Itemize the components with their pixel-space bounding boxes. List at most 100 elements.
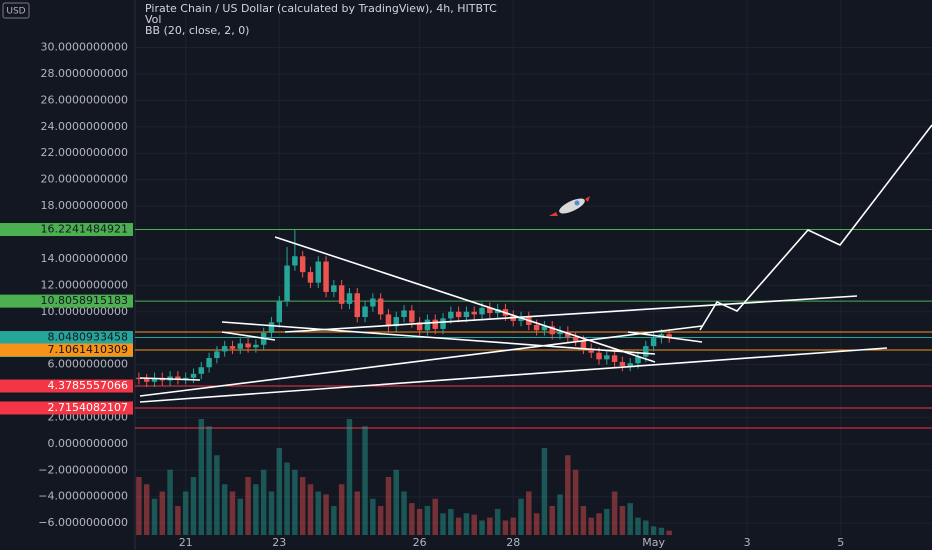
trendline bbox=[284, 295, 858, 333]
volume-bar bbox=[627, 503, 633, 535]
trendline bbox=[221, 321, 656, 355]
candle-body bbox=[416, 322, 423, 331]
y-tick-label: 10.0000000000 bbox=[41, 305, 128, 318]
volume-bar bbox=[611, 491, 618, 535]
volume-bar bbox=[198, 419, 205, 535]
x-tick-label: May bbox=[642, 536, 665, 549]
candle-body bbox=[190, 373, 197, 378]
trendline bbox=[221, 331, 276, 341]
x-tick-label: 23 bbox=[272, 536, 286, 549]
volume-bar bbox=[151, 498, 158, 535]
y-axis: 30.000000000028.000000000026.00000000002… bbox=[38, 41, 844, 549]
candle-body bbox=[650, 338, 657, 347]
y-tick-label: −6.0000000000 bbox=[38, 516, 128, 529]
price-label-box bbox=[0, 294, 133, 308]
candle-body bbox=[596, 352, 602, 360]
candle-body bbox=[635, 356, 641, 364]
candle-body bbox=[611, 355, 618, 362]
rocket-tip bbox=[585, 196, 590, 202]
levels bbox=[135, 229, 932, 429]
volume-bar bbox=[596, 513, 602, 535]
candle-body bbox=[393, 317, 399, 327]
candle-body bbox=[549, 326, 555, 335]
y-tick-label: 22.0000000000 bbox=[41, 146, 128, 159]
currency: USD bbox=[6, 7, 25, 17]
y-tick-label: 26.0000000000 bbox=[41, 93, 128, 106]
price-label-box bbox=[0, 223, 133, 237]
x-tick-label: 5 bbox=[837, 536, 844, 549]
volume-bar bbox=[229, 491, 236, 535]
volume-bar bbox=[245, 477, 251, 535]
volume-bar bbox=[182, 491, 189, 535]
volume-bar bbox=[362, 426, 368, 535]
volume-bar bbox=[377, 506, 384, 535]
grid bbox=[135, 0, 932, 535]
candle-body bbox=[182, 377, 189, 380]
candle-body bbox=[198, 367, 205, 374]
volume-bar bbox=[541, 448, 548, 535]
x-tick-label: 21 bbox=[179, 536, 193, 549]
volume-bar bbox=[526, 491, 532, 535]
currency-box bbox=[2, 2, 30, 19]
price-label: 2.7154082107 bbox=[48, 401, 128, 414]
volume bbox=[136, 419, 672, 535]
candle-body bbox=[292, 256, 298, 266]
volume-bar bbox=[572, 469, 579, 535]
volume-bar bbox=[604, 508, 610, 535]
volume-bar bbox=[237, 498, 244, 535]
candle-body bbox=[221, 346, 228, 352]
price-label-box bbox=[0, 379, 133, 393]
drawings bbox=[139, 124, 932, 403]
volume-bar bbox=[416, 508, 423, 535]
rocket-flame bbox=[549, 212, 558, 216]
candle-body bbox=[487, 307, 493, 314]
volume-bar bbox=[214, 455, 220, 535]
candle-body bbox=[284, 265, 290, 302]
price-label: 16.2241484921 bbox=[41, 223, 128, 236]
volume-bar bbox=[284, 462, 290, 535]
rocket-window bbox=[574, 200, 580, 206]
candle-body bbox=[565, 331, 571, 337]
volume-bar bbox=[619, 506, 626, 535]
candle-body bbox=[643, 346, 649, 357]
candle-body bbox=[627, 363, 633, 366]
volume-bar bbox=[370, 498, 376, 535]
price-labels: 16.224148492110.80589151838.048093345803… bbox=[0, 223, 133, 415]
candle-body bbox=[143, 379, 150, 382]
candle-body bbox=[440, 318, 446, 329]
candle-body bbox=[557, 331, 563, 335]
volume-bar bbox=[487, 517, 493, 535]
candle-body bbox=[151, 377, 158, 382]
candle-body bbox=[276, 301, 283, 323]
y-tick-label: 30.0000000000 bbox=[41, 41, 128, 54]
candle-body bbox=[463, 311, 470, 318]
candle-body bbox=[315, 261, 321, 283]
volume-bar bbox=[354, 491, 360, 535]
candle-body bbox=[541, 326, 548, 331]
candle-body bbox=[354, 293, 360, 318]
volume-bar bbox=[580, 506, 587, 535]
indicator: BB (20, close, 2, 0) bbox=[145, 24, 249, 37]
candle-body bbox=[588, 348, 594, 353]
volume-bar bbox=[440, 513, 446, 535]
candle-body bbox=[401, 310, 407, 318]
volume-bar bbox=[323, 494, 329, 535]
volume-bar bbox=[268, 491, 275, 535]
volume-bar bbox=[635, 517, 641, 535]
volume-bar bbox=[331, 506, 337, 535]
volume-bar bbox=[206, 426, 212, 535]
candle-body bbox=[619, 361, 626, 366]
y-tick-label: 6.0000000000 bbox=[48, 358, 128, 371]
volume-bar bbox=[533, 513, 540, 535]
candle-body bbox=[385, 314, 392, 327]
volume-bar bbox=[409, 503, 415, 535]
candle-body bbox=[494, 309, 501, 314]
candle-body bbox=[604, 355, 610, 360]
y-tick-label: 24.0000000000 bbox=[41, 120, 128, 133]
candle-body bbox=[346, 293, 353, 304]
price-label: 7.1061410309 bbox=[48, 343, 128, 356]
candle-body bbox=[455, 311, 462, 318]
volume-bar bbox=[658, 527, 665, 535]
volume-bar bbox=[432, 498, 438, 535]
volume-bar bbox=[666, 530, 672, 535]
